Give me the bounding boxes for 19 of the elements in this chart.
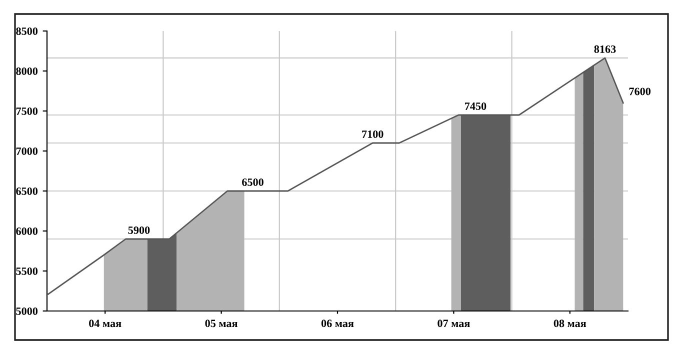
annotation: 7600 [629, 88, 651, 96]
annotation: 5900 [128, 226, 150, 234]
y-tick-label: 7000 [16, 147, 38, 155]
annotation: 7100 [362, 130, 384, 138]
y-tick-label: 7500 [16, 107, 38, 115]
y-tick-label: 5000 [16, 307, 38, 315]
x-tick-label: 08 мая [554, 320, 586, 328]
x-tick-label: 04 мая [89, 320, 122, 328]
annotation: 7450 [465, 102, 486, 110]
x-tick-label: 05 мая [205, 320, 238, 328]
x-tick-label: 07 мая [438, 320, 470, 328]
x-tick-label: 06 мая [321, 320, 354, 328]
annotation: 6500 [242, 178, 264, 186]
annotation: 8163 [594, 45, 616, 53]
y-tick-label: 8000 [16, 67, 38, 75]
y-tick-label: 5500 [16, 267, 38, 275]
y-tick-label: 8500 [16, 27, 38, 35]
y-tick-label: 6000 [16, 227, 38, 235]
y-tick-label: 6500 [16, 187, 38, 195]
